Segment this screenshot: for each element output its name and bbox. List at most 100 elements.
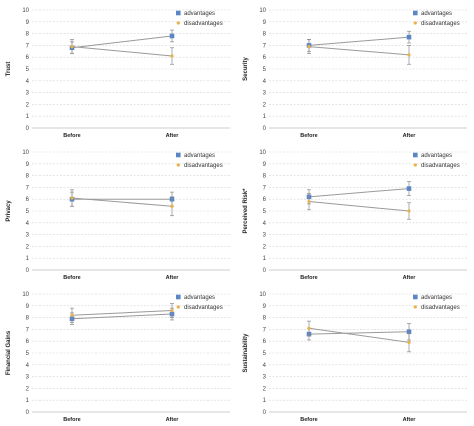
y-axis-label: Financial Gains — [6, 330, 12, 375]
x-tick-label-before: Before — [63, 275, 80, 281]
y-tick-label: 8 — [263, 32, 267, 38]
y-tick-label: 2 — [26, 244, 30, 250]
legend-swatch — [176, 294, 181, 300]
y-tick-label: 7 — [26, 43, 30, 49]
y-tick-label: 6 — [26, 197, 30, 203]
x-tick-label-after: After — [403, 417, 417, 423]
legend-item-disadvantages: disadvantages — [176, 163, 223, 169]
y-tick-label: 3 — [263, 233, 267, 239]
y-tick-label: 0 — [263, 268, 267, 274]
y-tick-label: 5 — [263, 209, 267, 215]
y-tick-label: 7 — [263, 327, 267, 333]
data-point-disadvantages — [307, 326, 311, 330]
x-tick-label-before: Before — [63, 417, 80, 423]
x-tick-label-before: Before — [63, 133, 80, 139]
y-tick-label: 4 — [263, 221, 267, 227]
y-tick-label: 1 — [26, 256, 30, 262]
y-tick-label: 4 — [26, 221, 30, 227]
y-tick-label: 3 — [263, 91, 267, 97]
chart-svg: 0 1 2 3 4 5 6 7 8 9 10 Financial Gains Before After ad… — [6, 292, 230, 423]
y-tick-label: 2 — [26, 386, 30, 392]
y-tick-label: 0 — [263, 410, 267, 416]
y-tick-label: 10 — [22, 8, 29, 14]
y-tick-label: 1 — [26, 398, 30, 404]
data-point-advantages — [406, 34, 412, 40]
y-tick-label: 9 — [263, 20, 267, 26]
legend-label: disadvantages — [421, 305, 460, 311]
legend-item-disadvantages: disadvantages — [413, 21, 460, 27]
legend-item-advantages: advantages — [413, 152, 452, 159]
y-tick-label: 6 — [263, 339, 267, 345]
legend-label: advantages — [184, 295, 215, 301]
data-point-disadvantages — [307, 44, 311, 49]
data-point-advantages — [169, 33, 175, 39]
legend-item-disadvantages: disadvantages — [413, 305, 460, 311]
data-point-disadvantages — [70, 196, 74, 200]
legend-swatch — [413, 294, 418, 300]
data-point-advantages — [406, 329, 412, 335]
legend-swatch — [176, 10, 181, 16]
y-tick-label: 2 — [263, 102, 267, 108]
data-point-disadvantages — [170, 308, 174, 313]
data-point-disadvantages — [407, 209, 411, 213]
data-point-disadvantages — [70, 313, 74, 317]
y-tick-label: 10 — [22, 292, 29, 298]
y-tick-label: 8 — [26, 316, 30, 322]
y-axis-label: Privacy — [6, 200, 12, 222]
y-tick-label: 8 — [263, 174, 267, 180]
y-tick-label: 5 — [26, 67, 30, 73]
series-line-advantages — [71, 313, 173, 320]
legend-label: disadvantages — [184, 21, 223, 27]
y-tick-label: 10 — [259, 150, 266, 156]
y-tick-label: 2 — [263, 386, 267, 392]
legend-swatch — [176, 305, 180, 309]
y-tick-label: 9 — [26, 20, 30, 26]
legend-label: advantages — [421, 295, 452, 301]
y-tick-label: 3 — [26, 91, 30, 97]
y-tick-label: 8 — [263, 316, 267, 322]
legend-swatch — [176, 21, 180, 25]
y-tick-label: 10 — [22, 150, 29, 156]
y-tick-label: 9 — [263, 304, 267, 310]
chart-panel-5: 0 1 2 3 4 5 6 7 8 9 10 Financial Gains Before After ad… — [0, 284, 237, 426]
series-line-advantages — [71, 35, 173, 49]
y-tick-label: 6 — [26, 339, 30, 345]
legend-label: advantages — [421, 153, 452, 159]
y-tick-label: 1 — [263, 256, 267, 262]
y-tick-label: 4 — [26, 79, 30, 85]
y-axis-label: Trust — [6, 62, 12, 77]
y-tick-label: 4 — [26, 363, 30, 369]
y-tick-label: 6 — [263, 55, 267, 61]
series-line-disadvantages — [308, 201, 410, 212]
legend-item-advantages: advantages — [413, 10, 452, 17]
data-point-disadvantages — [70, 44, 74, 49]
legend-swatch — [176, 152, 181, 158]
legend-label: disadvantages — [421, 163, 460, 169]
legend-label: disadvantages — [184, 163, 223, 169]
y-axis-label: Perceived Risk* — [243, 188, 249, 234]
chart-panel-2: 0 1 2 3 4 5 6 7 8 9 10 Security Before After advantage… — [237, 0, 474, 142]
y-tick-label: 10 — [259, 292, 266, 298]
y-tick-label: 1 — [26, 114, 30, 120]
legend-swatch — [413, 10, 418, 16]
y-tick-label: 0 — [26, 410, 30, 416]
y-axis-label: Sustainability — [243, 333, 249, 373]
legend-label: advantages — [184, 153, 215, 159]
y-tick-label: 1 — [263, 398, 267, 404]
y-tick-label: 4 — [263, 363, 267, 369]
y-tick-label: 0 — [26, 268, 30, 274]
data-point-disadvantages — [407, 53, 411, 57]
x-tick-label-before: Before — [300, 133, 317, 139]
series-line-disadvantages — [71, 46, 173, 57]
y-tick-label: 8 — [26, 32, 30, 38]
y-tick-label: 7 — [263, 185, 267, 191]
y-tick-label: 9 — [26, 304, 30, 310]
y-tick-label: 5 — [26, 209, 30, 215]
legend-item-advantages: advantages — [176, 10, 215, 17]
chart-svg: 0 1 2 3 4 5 6 7 8 9 10 Security Before After advantage… — [243, 8, 467, 139]
legend-item-disadvantages: disadvantages — [413, 163, 460, 169]
x-tick-label-after: After — [403, 133, 417, 139]
series-line-advantages — [308, 36, 410, 46]
legend-swatch — [413, 152, 418, 158]
chart-panel-6: 0 1 2 3 4 5 6 7 8 9 10 Sustainability Before After adv… — [237, 284, 474, 426]
